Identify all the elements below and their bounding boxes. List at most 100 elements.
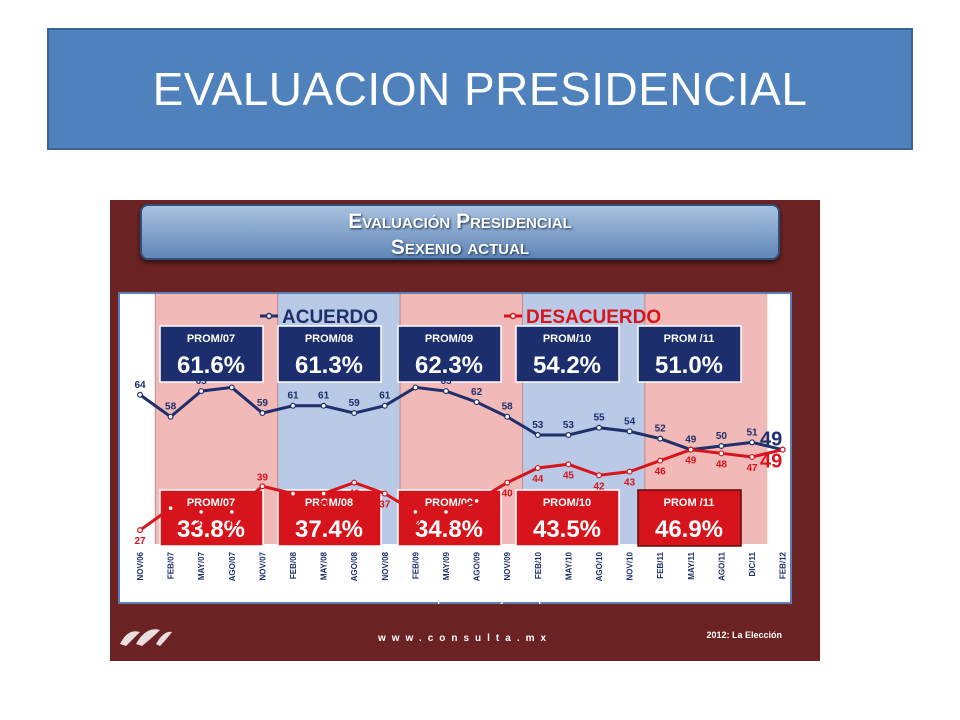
prom-acuerdo-value-2: 62.3% — [415, 352, 483, 379]
x-tick-5: FEB/08 — [289, 551, 298, 579]
point-desacuerdo-14 — [565, 461, 572, 468]
x-tick-10: MAY/09 — [442, 551, 451, 580]
banner-line-1: Evaluación Presidencial — [348, 210, 572, 233]
prom-acuerdo-label-2: PROM/09 — [425, 333, 473, 345]
data-label-desacuerdo-13: 44 — [532, 474, 544, 485]
x-tick-17: FEB/11 — [656, 551, 665, 578]
point-desacuerdo-3 — [228, 508, 235, 515]
prom-acuerdo-box-3 — [515, 325, 620, 383]
prom-desacuerdo-label-1: PROM/08 — [305, 497, 353, 509]
prom-desacuerdo-value-3: 43.5% — [533, 516, 601, 543]
data-label-desacuerdo-15: 42 — [593, 481, 605, 492]
prom-acuerdo-value-1: 61.3% — [295, 352, 363, 379]
point-acuerdo-7 — [351, 410, 358, 417]
data-label-acuerdo-16: 54 — [624, 416, 636, 427]
chart-figure: Evaluación Presidencial Sexenio actual A… — [110, 200, 820, 661]
data-label-desacuerdo-3: 32 — [226, 518, 238, 529]
point-acuerdo-20 — [748, 439, 755, 446]
x-tick-8: NOV/08 — [381, 551, 390, 580]
prom-acuerdo-value-4: 51.0% — [655, 352, 723, 379]
data-label-desacuerdo-18: 49 — [685, 456, 697, 467]
x-tick-7: AGO/08 — [350, 551, 359, 581]
point-desacuerdo-19 — [718, 450, 725, 457]
prom-desacuerdo-value-1: 37.4% — [295, 516, 363, 543]
x-tick-20: DIC/11 — [748, 551, 757, 576]
consulta-logo — [116, 620, 176, 655]
data-label-desacuerdo-9: 32 — [410, 518, 422, 529]
point-desacuerdo-6 — [320, 490, 327, 497]
prom-acuerdo-box-0 — [159, 325, 264, 383]
point-desacuerdo-7 — [351, 479, 358, 486]
x-tick-2: MAY/07 — [197, 551, 206, 580]
point-acuerdo-13 — [534, 432, 541, 439]
data-label-desacuerdo-16: 43 — [624, 478, 636, 489]
point-desacuerdo-10 — [443, 508, 450, 515]
prom-desacuerdo-box-4 — [637, 489, 742, 547]
data-label-acuerdo-9: 66 — [410, 372, 422, 383]
data-label-desacuerdo-11: 35 — [471, 507, 483, 518]
point-acuerdo-16 — [626, 428, 633, 435]
data-label-desacuerdo-1: 33 — [165, 514, 177, 525]
data-label-acuerdo-19: 50 — [716, 431, 728, 442]
data-label-acuerdo-7: 59 — [349, 398, 361, 409]
x-tick-1: FEB/07 — [167, 551, 176, 579]
x-tick-14: MAY/10 — [564, 551, 573, 580]
prom-acuerdo-box-2 — [397, 325, 502, 383]
point-acuerdo-5 — [290, 402, 297, 409]
prom-desacuerdo-value-0: 33.8% — [177, 516, 245, 543]
point-acuerdo-4 — [259, 410, 266, 417]
prom-acuerdo-value-3: 54.2% — [533, 352, 601, 379]
prom-acuerdo-label-0: PROM/07 — [187, 333, 235, 345]
point-acuerdo-3 — [228, 384, 235, 391]
point-desacuerdo-16 — [626, 468, 633, 475]
x-tick-21: FEB/12 — [779, 551, 788, 579]
data-label-desacuerdo-4: 39 — [257, 472, 269, 483]
data-label-desacuerdo-12: 40 — [502, 489, 514, 500]
x-tick-16: NOV/10 — [626, 551, 635, 580]
data-label-acuerdo-8: 61 — [379, 391, 391, 402]
point-acuerdo-19 — [718, 443, 725, 450]
point-desacuerdo-8 — [381, 490, 388, 497]
website-url: www.consulta.mx — [377, 633, 553, 644]
prom-desacuerdo-label-0: PROM/07 — [187, 497, 235, 509]
data-label-acuerdo-3: 66 — [226, 372, 238, 383]
prom-desacuerdo-label-4: PROM /11 — [664, 497, 715, 509]
data-label-desacuerdo-17: 46 — [655, 467, 667, 478]
point-acuerdo-1 — [167, 413, 174, 420]
data-label-acuerdo-5: 61 — [287, 391, 299, 402]
point-acuerdo-11 — [473, 399, 480, 406]
legend-acuerdo-marker — [265, 312, 273, 320]
data-label-acuerdo-0: 64 — [134, 380, 146, 391]
point-desacuerdo-15 — [596, 472, 603, 479]
point-acuerdo-17 — [657, 435, 664, 442]
data-label-desacuerdo-20: 47 — [746, 463, 758, 474]
point-acuerdo-15 — [596, 424, 603, 431]
end-label-desacuerdo: 49 — [760, 451, 782, 473]
slide-title-bar: EVALUACION PRESIDENCIAL — [47, 28, 913, 150]
prom-desacuerdo-box-2 — [397, 489, 502, 547]
point-acuerdo-0 — [137, 391, 144, 398]
data-label-desacuerdo-5: 37 — [287, 500, 299, 511]
chart-panel: ACUERDO DESACUERDO PROM/07 61.6% PROM/07 33.8… — [118, 292, 792, 604]
figure-banner: Evaluación Presidencial Sexenio actual — [140, 204, 780, 260]
point-desacuerdo-18 — [687, 446, 694, 453]
data-label-acuerdo-13: 53 — [532, 420, 544, 431]
x-tick-18: MAY/11 — [687, 551, 696, 579]
data-label-acuerdo-15: 55 — [593, 413, 605, 424]
prom-acuerdo-label-3: PROM/10 — [543, 333, 591, 345]
point-desacuerdo-13 — [534, 464, 541, 471]
point-desacuerdo-11 — [473, 497, 480, 504]
point-desacuerdo-5 — [290, 490, 297, 497]
point-desacuerdo-12 — [504, 479, 511, 486]
data-label-desacuerdo-6: 37 — [318, 500, 330, 511]
data-label-acuerdo-4: 59 — [257, 398, 269, 409]
x-tick-11: AGO/09 — [473, 551, 482, 581]
data-label-acuerdo-20: 51 — [746, 427, 758, 438]
x-tick-0: NOV/06 — [136, 551, 145, 580]
x-tick-3: AGO/07 — [228, 551, 237, 581]
point-desacuerdo-17 — [657, 457, 664, 464]
point-acuerdo-9 — [412, 384, 419, 391]
approval-line-chart: ACUERDO DESACUERDO PROM/07 61.6% PROM/07 33.8… — [134, 294, 788, 581]
end-label-acuerdo: 49 — [760, 429, 782, 451]
prom-acuerdo-box-4 — [637, 325, 742, 383]
